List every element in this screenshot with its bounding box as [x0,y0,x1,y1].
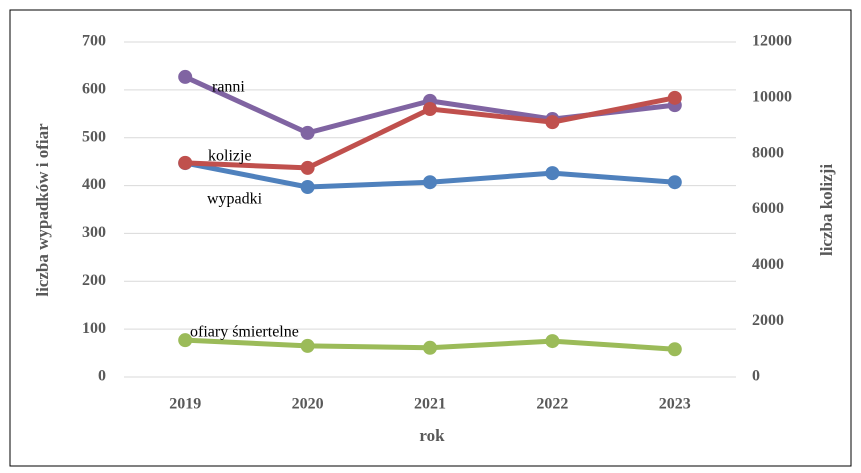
y2-tick-label: 6000 [752,200,784,217]
data-point [667,175,682,190]
data-point [545,334,560,349]
x-tick-label: 2020 [292,396,324,413]
y2-tick-label: 0 [752,368,760,385]
y2-tick-label: 4000 [752,256,784,273]
series-label: ofiary śmiertelne [190,324,299,341]
y2-axis-label: liczba kolizji [817,164,836,256]
x-tick-label: 2022 [536,396,568,413]
data-point [178,155,193,170]
data-point [300,338,315,353]
data-point [667,90,682,105]
data-point [667,342,682,357]
x-tick-label: 2019 [169,396,201,413]
series-label: ranni [212,79,245,96]
data-point [300,160,315,175]
data-point [545,115,560,130]
series-label: kolizje [208,148,252,165]
x-tick-label: 2023 [659,396,691,413]
y-tick-label: 700 [82,33,106,50]
data-point [423,102,437,116]
y2-tick-label: 10000 [752,89,792,106]
y-tick-label: 100 [82,320,106,337]
y-tick-label: 200 [82,272,106,289]
data-point [423,175,437,190]
data-point [545,166,560,181]
y-tick-label: 0 [98,368,106,385]
x-axis-label: rok [419,426,445,445]
data-point [300,180,315,195]
data-point [178,333,193,348]
y-tick-label: 600 [82,81,106,98]
y2-tick-label: 8000 [752,144,784,161]
data-point [178,69,193,84]
data-point [300,125,315,140]
y-tick-label: 300 [82,224,106,241]
y-tick-label: 500 [82,128,106,145]
x-tick-label: 2021 [414,396,446,413]
y2-tick-label: 12000 [752,33,792,50]
chart-border [9,9,852,467]
y-tick-label: 400 [82,176,106,193]
data-point [423,340,437,355]
series-label: wypadki [207,191,263,208]
y2-tick-label: 2000 [752,312,784,329]
y-axis-label: liczba wypadków i ofiar [33,123,52,297]
